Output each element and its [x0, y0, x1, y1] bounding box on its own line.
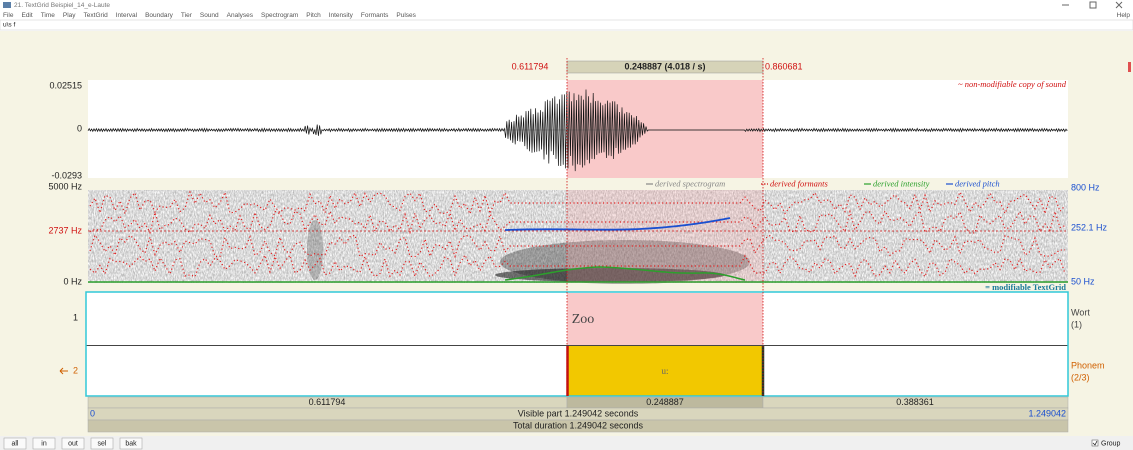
pitch-bottom: 50 Hz [1071, 276, 1095, 286]
spectrogram-energy [307, 220, 323, 280]
selection-length: 0.248887 (4.018 / s) [624, 61, 705, 71]
tier-count: (2/3) [1071, 372, 1090, 382]
menu-item[interactable]: Formants [361, 12, 389, 19]
visible-end: 1.249042 [1028, 408, 1066, 418]
legend-entry: derived formants [770, 178, 829, 188]
text-field[interactable] [0, 20, 1133, 30]
sound-min: -0.0293 [51, 170, 82, 180]
zoom-button-label: out [68, 440, 78, 447]
zoom-button-label: in [41, 440, 47, 447]
duration-label: 0.248887 [646, 397, 684, 407]
tier-1-selection [567, 293, 763, 345]
duration-label: 0.611794 [309, 397, 346, 407]
duration-label: 0.388361 [896, 397, 934, 407]
menu-item[interactable]: Analyses [227, 12, 254, 19]
zoom-buttons: all in out sel bak [4, 438, 142, 449]
zoom-button-label: all [11, 440, 18, 447]
legend-entry: derived intensity [873, 178, 930, 188]
zoom-button-label: sel [98, 440, 107, 447]
spectrogram-cursor: 2737 Hz [48, 225, 82, 235]
menu-item[interactable]: Intensity [329, 12, 354, 19]
page: 21. TextGrid Beispiel_14_e-Laute File Edi… [0, 0, 1133, 450]
sound-label: ~ non-modifiable copy of sound [958, 79, 1067, 89]
pitch-top: 800 Hz [1071, 182, 1100, 192]
spectrogram-selection [567, 190, 763, 283]
menu-item[interactable]: Pitch [306, 12, 321, 19]
menu-item[interactable]: Play [63, 12, 76, 19]
menu-item[interactable]: Boundary [145, 12, 174, 19]
sound-zero: 0 [77, 123, 82, 133]
tier-name: Phonem [1071, 360, 1105, 370]
legend-entry: derived spectrogram [655, 178, 725, 188]
tier-count: (1) [1071, 319, 1082, 329]
visible-label: Visible part 1.249042 seconds [518, 408, 639, 418]
text-field-content: u\s f [3, 22, 15, 29]
selection-end: 0.860681 [765, 61, 803, 71]
menu-item[interactable]: Help [1117, 12, 1131, 19]
scroll-marker [1128, 62, 1131, 72]
window-title: 21. TextGrid Beispiel_14_e-Laute [14, 2, 110, 9]
interval-text[interactable]: Zoo [572, 312, 595, 327]
tier-name: Wort [1071, 307, 1090, 317]
textgrid-label: = modifiable TextGrid [985, 282, 1066, 292]
app-icon [3, 2, 11, 8]
selection-start: 0.611794 [512, 61, 549, 71]
menu-item[interactable]: Spectrogram [261, 12, 298, 19]
title-bar [0, 0, 1133, 10]
pitch-cursor: 252.1 Hz [1071, 222, 1108, 232]
tier-number: 1 [73, 312, 78, 322]
menu-item[interactable]: Pulses [396, 12, 416, 19]
group-label: Group [1101, 440, 1121, 447]
tier-number: 2 [73, 365, 78, 375]
menu-item[interactable]: Edit [21, 12, 32, 19]
visible-start: 0 [90, 408, 95, 418]
spectrogram-top: 5000 Hz [48, 181, 82, 191]
menu-item[interactable]: Interval [116, 12, 138, 19]
sound-max: 0.02515 [49, 80, 82, 90]
menu-item[interactable]: TextGrid [84, 12, 109, 19]
button-bar [0, 436, 1133, 450]
interval-text[interactable]: u: [661, 366, 668, 376]
total-duration: Total duration 1.249042 seconds [513, 420, 644, 430]
menu-item[interactable]: Tier [181, 12, 193, 19]
menu-item[interactable]: Sound [200, 12, 219, 19]
zoom-button-label: bak [125, 440, 137, 447]
textgrid-editor: 21. TextGrid Beispiel_14_e-Laute File Edi… [0, 0, 1133, 450]
spectrogram-bottom: 0 Hz [63, 276, 82, 286]
menu-item[interactable]: Time [41, 12, 56, 19]
legend-entry: derived pitch [955, 178, 1000, 188]
menu-item[interactable]: File [3, 12, 14, 19]
